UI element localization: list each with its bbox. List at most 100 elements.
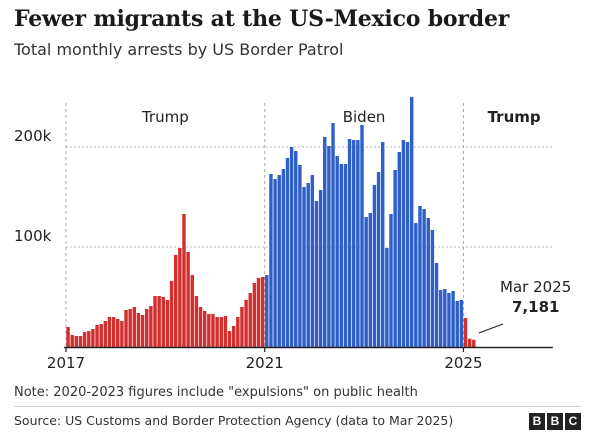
- bar-biden: [430, 230, 435, 347]
- bar-biden: [281, 169, 286, 347]
- chart-note: Note: 2020-2023 figures include "expulsi…: [14, 385, 418, 400]
- bar-biden: [426, 218, 430, 347]
- bar-trump: [91, 329, 95, 347]
- bar-trump: [244, 300, 248, 347]
- bar-biden: [451, 291, 455, 347]
- bar-biden: [352, 140, 356, 347]
- bar-trump: [182, 214, 186, 347]
- bar-trump: [128, 309, 132, 347]
- bar-trump: [82, 332, 87, 347]
- bar-biden: [405, 142, 410, 347]
- footer-divider: [14, 406, 581, 407]
- bar-trump: [472, 339, 476, 347]
- bar-biden: [356, 140, 360, 347]
- bar-biden: [447, 293, 451, 347]
- bar-trump: [99, 324, 103, 347]
- bar-trump: [140, 315, 145, 347]
- bar-trump: [256, 278, 261, 347]
- x-tick-label: 2025: [444, 354, 482, 372]
- bar-biden: [347, 139, 352, 347]
- bar-biden: [459, 300, 464, 347]
- y-tick-label: 200k: [14, 127, 52, 145]
- bar-trump: [186, 252, 190, 347]
- bbc-logo: B B C: [529, 413, 581, 430]
- bar-biden: [397, 152, 401, 347]
- bar-biden: [455, 301, 459, 347]
- bar-trump: [132, 307, 137, 347]
- bar-trump: [207, 314, 211, 347]
- annotation-value: 7,181: [512, 298, 559, 316]
- bar-biden: [294, 151, 298, 347]
- bbc-logo-letter: B: [547, 413, 563, 430]
- bar-trump: [202, 311, 207, 347]
- bar-biden: [443, 289, 447, 347]
- bar-biden: [368, 213, 373, 347]
- bar-biden: [380, 142, 385, 347]
- bar-biden: [393, 170, 397, 347]
- chart-subtitle: Total monthly arrests by US Border Patro…: [14, 40, 344, 59]
- bar-trump: [236, 317, 240, 347]
- period-label: Biden: [343, 108, 386, 126]
- bar-biden: [438, 290, 443, 347]
- bar-trump: [107, 317, 112, 347]
- bar-biden: [269, 174, 273, 347]
- bar-biden: [273, 179, 277, 347]
- bar-biden: [389, 214, 393, 347]
- bar-trump: [103, 321, 108, 347]
- period-label: Trump: [141, 108, 189, 126]
- bar-trump: [74, 336, 79, 347]
- chart-source: Source: US Customs and Border Protection…: [14, 413, 454, 428]
- bar-trump: [219, 317, 223, 347]
- bar-trump: [124, 310, 128, 347]
- bar-biden: [414, 223, 418, 347]
- bar-trump: [111, 317, 116, 347]
- annotation-date: Mar 2025: [500, 278, 571, 296]
- bar-trump: [120, 321, 124, 347]
- bar-trump: [231, 326, 236, 347]
- bar-trump: [227, 331, 232, 347]
- bar-trump: [215, 317, 219, 347]
- bar-trump: [87, 331, 91, 347]
- bar-trump: [190, 275, 194, 347]
- x-tick-label: 2017: [47, 354, 85, 372]
- period-label: Trump: [488, 108, 541, 126]
- bar-trump: [173, 255, 178, 347]
- bar-biden: [306, 183, 310, 347]
- bar-trump: [153, 296, 157, 347]
- bar-trump: [169, 281, 174, 347]
- bar-trump: [240, 307, 244, 347]
- bar-biden: [376, 172, 381, 347]
- bar-trump: [157, 296, 161, 347]
- bar-biden: [318, 190, 323, 347]
- bar-trump: [248, 293, 252, 347]
- bar-trump: [145, 309, 149, 347]
- bar-biden: [339, 164, 344, 347]
- bbc-logo-letter: C: [565, 413, 581, 430]
- bar-trump: [223, 316, 228, 347]
- bbc-logo-letter: B: [529, 413, 545, 430]
- bar-biden: [277, 175, 281, 347]
- bar-biden: [265, 275, 269, 347]
- bar-trump: [178, 248, 182, 347]
- bar-trump: [66, 327, 70, 347]
- bar-biden: [401, 140, 406, 347]
- bar-biden: [422, 209, 426, 347]
- bar-biden: [302, 187, 306, 347]
- bar-trump: [70, 335, 74, 347]
- bar-trump: [252, 283, 257, 347]
- bar-trump: [149, 306, 153, 347]
- x-tick-label: 2021: [246, 354, 284, 372]
- bar-biden: [298, 165, 302, 347]
- bar-trump: [463, 318, 468, 347]
- bar-biden: [335, 156, 339, 347]
- bar-biden: [372, 185, 377, 347]
- bar-biden: [289, 147, 294, 347]
- bar-trump: [116, 319, 120, 347]
- bar-trump: [260, 277, 265, 347]
- bar-biden: [310, 175, 315, 347]
- annotation-leader: [478, 323, 504, 334]
- bar-trump: [136, 313, 141, 347]
- chart-title: Fewer migrants at the US-Mexico border: [14, 6, 510, 32]
- bar-biden: [360, 125, 364, 347]
- bar-biden: [434, 263, 439, 347]
